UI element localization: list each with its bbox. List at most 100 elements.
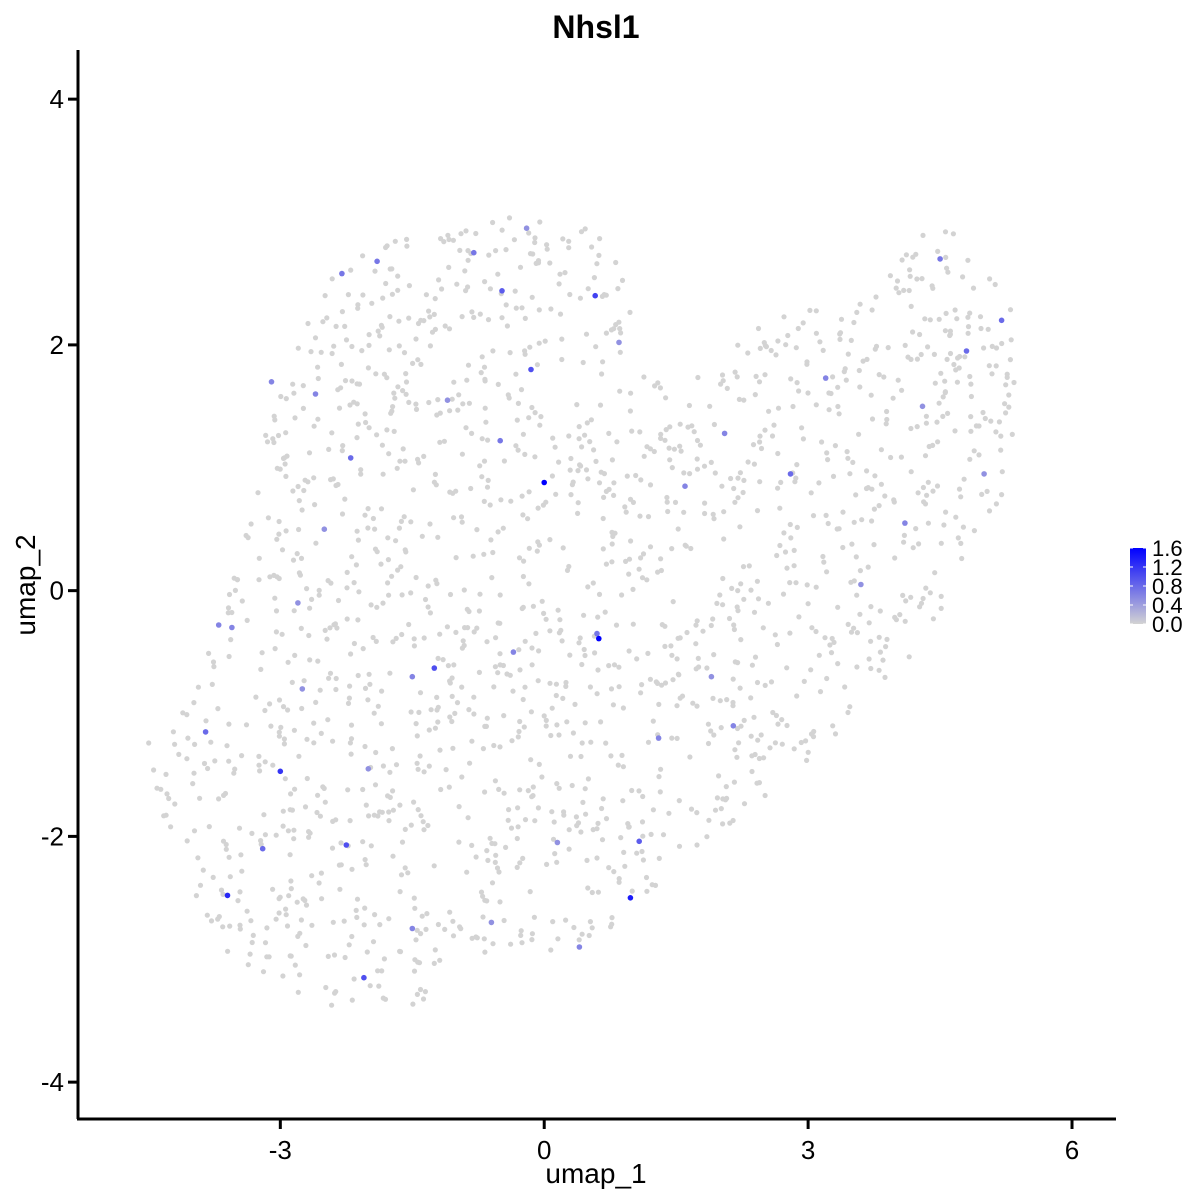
cell-point (518, 932, 524, 939)
cell-point (410, 487, 416, 493)
cell-point (910, 545, 916, 551)
cell-point (627, 408, 634, 414)
cell-point (597, 402, 604, 408)
cell-point (567, 467, 573, 473)
cell-point (575, 468, 581, 474)
cell-point (695, 655, 701, 662)
cell-point (640, 833, 646, 839)
cell-point (566, 238, 572, 244)
cell-point (338, 840, 344, 846)
cell-point (287, 807, 293, 813)
cell-point (626, 556, 633, 562)
cell-point (647, 446, 654, 452)
cell-point (414, 991, 420, 998)
cell-point (999, 469, 1005, 475)
cell-point (750, 442, 757, 448)
cell-point (689, 423, 695, 429)
cell-point (389, 746, 395, 752)
cell-point (598, 719, 604, 725)
cell-point (380, 763, 386, 769)
cell-point (485, 317, 492, 323)
cell-point (382, 996, 389, 1002)
cell-point (616, 664, 622, 670)
cell-point (388, 410, 394, 416)
cell-point (474, 527, 480, 533)
cell-point (618, 330, 624, 336)
cell-point (347, 740, 353, 746)
x-tick-label: 0 (537, 1135, 551, 1165)
cell-point (281, 736, 287, 742)
cell-point (899, 257, 905, 263)
cell-point (1009, 431, 1015, 437)
cell-point (226, 854, 232, 860)
cell-point (878, 447, 885, 453)
cell-point (919, 276, 925, 282)
cell-point (552, 851, 558, 857)
cell-point (526, 489, 532, 495)
cell-point (256, 762, 262, 768)
cell-point (611, 869, 617, 875)
cell-point (415, 456, 421, 462)
cell-point (210, 659, 217, 665)
non-expressing-points (146, 215, 1017, 1008)
cell-point (384, 243, 390, 249)
cell-point (301, 487, 307, 494)
cell-point (942, 378, 948, 384)
cell-point (971, 528, 978, 534)
cell-point (276, 896, 282, 902)
cell-point (299, 507, 305, 513)
cell-point (611, 480, 617, 486)
cell-point (760, 625, 766, 631)
cell-point (655, 380, 661, 386)
cell-point (168, 824, 174, 830)
cell-point (640, 857, 647, 863)
cell-point (932, 570, 938, 576)
cell-point (908, 594, 914, 600)
cell-point (391, 428, 397, 434)
cell-point (450, 918, 456, 924)
cell-point (412, 905, 418, 911)
cell-point (591, 447, 597, 453)
cell-point (520, 604, 526, 611)
cell-point (312, 502, 318, 508)
cell-point (396, 343, 402, 349)
cell-point (762, 792, 768, 799)
cell-point (146, 740, 152, 746)
cell-point (756, 755, 763, 762)
cell-point (355, 305, 361, 311)
cell-point (457, 247, 463, 253)
cell-point (234, 577, 241, 583)
cell-point (389, 266, 395, 272)
cell-point (559, 638, 565, 644)
cell-point (483, 419, 489, 425)
cell-point (938, 605, 944, 612)
cell-point (513, 371, 519, 377)
cell-point (1003, 382, 1009, 388)
cell-point (711, 516, 717, 522)
cell-point (335, 597, 342, 604)
cell-point (434, 412, 440, 418)
expressing-cell-point (708, 673, 715, 680)
cell-point (658, 556, 664, 562)
cell-point (197, 795, 203, 801)
cell-point (968, 428, 974, 434)
cell-point (314, 809, 320, 816)
cell-point (548, 732, 554, 739)
cell-point (320, 319, 326, 325)
cell-point (773, 712, 780, 719)
cell-point (639, 682, 645, 688)
cell-point (721, 509, 727, 515)
cell-point (282, 776, 288, 782)
cell-point (864, 468, 870, 474)
cell-point (465, 625, 471, 631)
cell-point (307, 657, 313, 663)
cell-point (294, 899, 300, 905)
cell-point (432, 296, 438, 302)
expressing-cell-point (963, 348, 970, 354)
cell-point (648, 831, 654, 838)
cell-point (296, 753, 302, 759)
cell-point (318, 870, 324, 876)
cell-point (273, 629, 279, 635)
cell-point (237, 926, 243, 932)
cell-point (484, 484, 491, 490)
